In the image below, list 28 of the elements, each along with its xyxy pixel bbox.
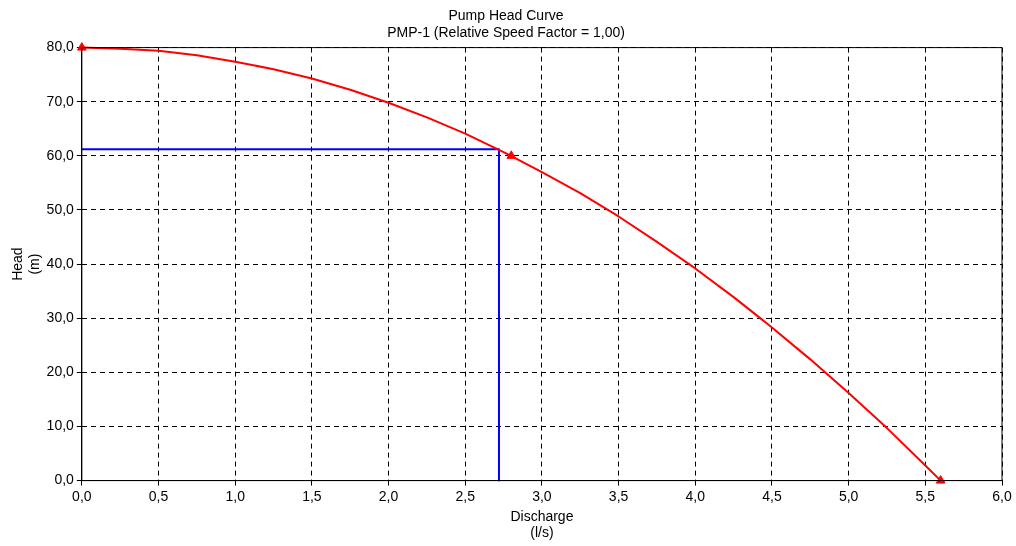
- x-tick-label: 4,5: [762, 487, 782, 504]
- x-tick-label: 3,5: [608, 487, 629, 504]
- y-tick-label: 50,0: [46, 200, 75, 217]
- y-tick-label: 40,0: [46, 254, 75, 271]
- y-tick-label: 30,0: [46, 309, 75, 326]
- y-tick-label: 70,0: [46, 92, 75, 109]
- chart-subtitle: PMP-1 (Relative Speed Factor = 1,00): [387, 24, 625, 41]
- y-tick-label: 0,0: [54, 471, 75, 488]
- y-tick-label: 80,0: [46, 38, 75, 55]
- x-tick-label: 1,0: [225, 487, 246, 504]
- x-tick-label: 4,0: [685, 487, 706, 504]
- x-tick-label: 6,0: [992, 487, 1012, 504]
- x-tick-label: 0,5: [148, 487, 169, 504]
- chart-title: Pump Head Curve: [448, 7, 564, 24]
- point: [77, 42, 87, 51]
- x-axis-title: Discharge (l/s): [510, 507, 574, 541]
- x-tick-label: 2,5: [455, 487, 476, 504]
- x-tick-label: 0,0: [72, 487, 92, 504]
- y-axis-title: Head (m): [9, 247, 43, 281]
- x-tick-label: 5,0: [838, 487, 859, 504]
- y-tick-label: 60,0: [46, 146, 75, 163]
- x-tick-label: 1,5: [302, 487, 322, 504]
- x-tick-label: 3,0: [532, 487, 552, 504]
- y-tick-label: 10,0: [46, 417, 75, 434]
- x-tick-label: 2,0: [378, 487, 399, 504]
- x-tick-label: 5,5: [915, 487, 936, 504]
- y-tick-label: 20,0: [46, 363, 75, 380]
- point: [935, 475, 946, 484]
